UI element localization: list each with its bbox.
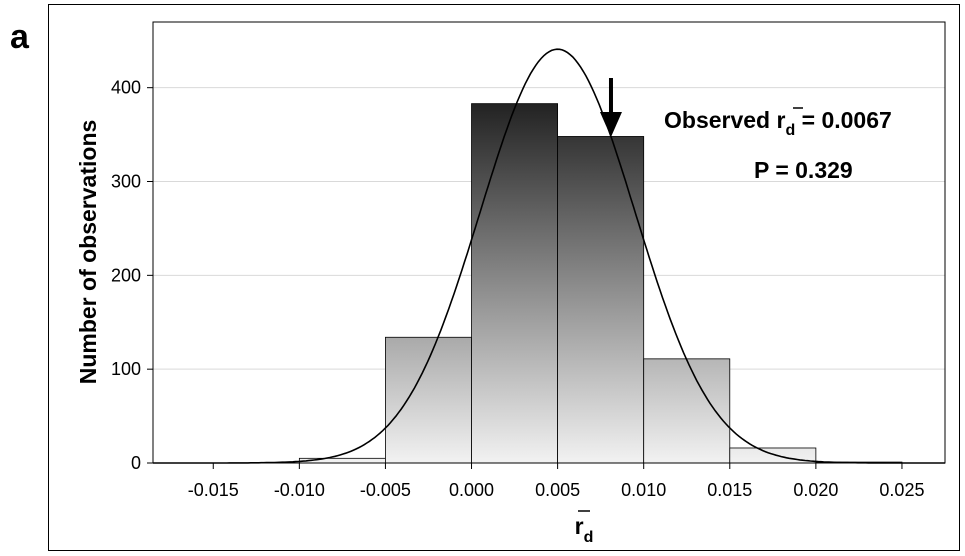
normal-curve-line (153, 48, 945, 464)
histogram-bar (557, 136, 645, 464)
y-tick-label: 100 (111, 359, 141, 379)
observed-value: = 0.0067 (795, 107, 892, 133)
x-axis-ticks: -0.015 -0.010 -0.005 0.000 0.005 0.010 0.015 0.… (188, 463, 924, 500)
x-axis-label-subscript: d (584, 529, 594, 546)
y-tick-label: 0 (131, 453, 141, 473)
svg-text:Observed rd = 0.0067: Observed rd = 0.0067 (664, 107, 892, 139)
x-tick-label: 0.015 (707, 480, 752, 500)
x-tick-label: 0.025 (879, 480, 924, 500)
observed-annotation: Observed rd = 0.0067 (664, 107, 892, 139)
x-tick-label: 0.005 (535, 480, 580, 500)
x-tick-label: -0.015 (188, 480, 239, 500)
histogram-bar (385, 336, 472, 464)
y-axis-label: Number of observations (75, 120, 101, 385)
x-tick-label: 0.010 (621, 480, 666, 500)
y-tick-label: 300 (111, 172, 141, 192)
x-axis-label: rd (575, 510, 594, 546)
x-tick-label: -0.005 (360, 480, 411, 500)
svg-text:rd: rd (575, 513, 594, 546)
histogram-bars (298, 103, 903, 464)
y-tick-label: 200 (111, 265, 141, 285)
x-tick-label: -0.010 (274, 480, 325, 500)
observed-symbol: r (777, 107, 786, 133)
normal-curve (153, 48, 945, 464)
p-value-annotation: P = 0.329 (754, 157, 853, 183)
histogram-bar (471, 103, 559, 464)
observed-subscript: d (785, 122, 795, 139)
x-axis-label-symbol: r (575, 513, 584, 539)
y-axis-ticks: 0 100 200 300 400 (111, 78, 153, 473)
panel-label: a (10, 18, 29, 56)
y-tick-label: 400 (111, 78, 141, 98)
x-tick-label: 0.020 (793, 480, 838, 500)
plot-area-frame (152, 21, 946, 464)
x-tick-label: 0.000 (449, 480, 494, 500)
observed-arrow (599, 78, 622, 137)
panel-frame (48, 4, 960, 551)
observed-prefix: Observed (664, 107, 777, 133)
histogram-bar (643, 358, 731, 464)
